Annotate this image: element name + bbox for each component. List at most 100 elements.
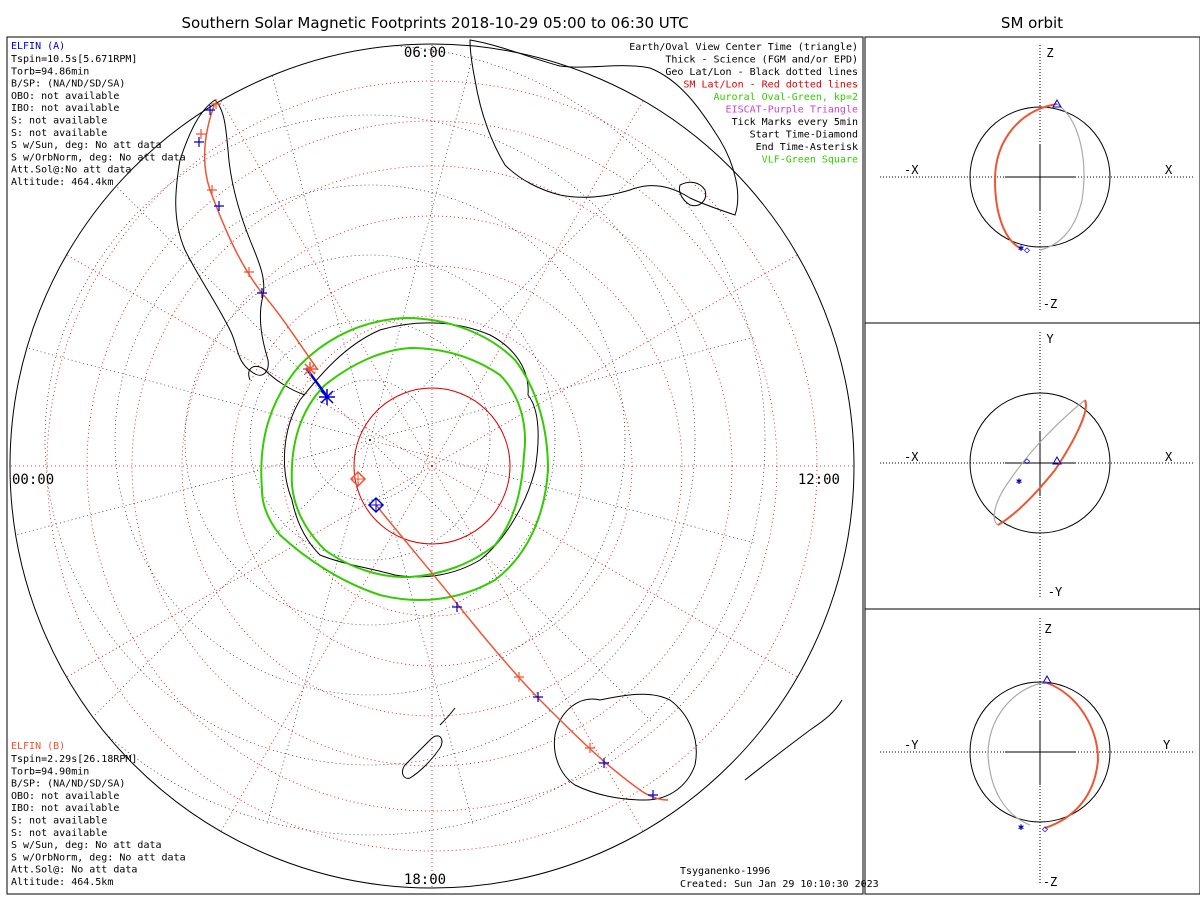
sat-a-line: Altitude: 464.4km xyxy=(11,177,113,188)
tick-a-7 xyxy=(599,758,609,768)
track-elfin-a-science xyxy=(304,367,328,396)
sm-pole-circle xyxy=(353,387,511,545)
sat-a-lines: Tspin=10.5s[5.671RPM]Torb=94.86min B/SP: … xyxy=(11,54,186,188)
sm-meridian xyxy=(220,100,433,467)
sm-meridian xyxy=(431,465,798,678)
start-marker-b xyxy=(349,470,367,488)
geo-latitude-circle xyxy=(249,319,491,561)
legend: Earth/Oval View Center Time (triangle) Th… xyxy=(629,42,858,166)
geo-latitude-circle xyxy=(309,379,431,501)
sat-b-line: B/SP: (NA/ND/SD/SA) xyxy=(11,779,125,790)
panel1-orbit-front xyxy=(993,103,1058,249)
end-marker-a xyxy=(319,389,335,405)
panel2-orbit-back xyxy=(993,399,1086,526)
legend-item: Geo Lat/Lon - Black dotted lines xyxy=(665,67,858,78)
orbit-panel-xz: ✱ ◇ Z -Z -X X xyxy=(880,45,1195,311)
panel1-start-diamond: ◇ xyxy=(1024,245,1030,256)
sat-b-line: Altitude: 464.5km xyxy=(11,877,113,888)
sat-b-line: OBO: not available xyxy=(11,791,119,802)
sat-a-line: Torb=94.86min xyxy=(11,66,89,77)
geo-meridian xyxy=(10,439,371,544)
panel2-end-asterisk: ✱ xyxy=(1016,476,1022,487)
sat-b-lines: Tspin=2.29s[26.18RPM]Torb=94.90min B/SP: … xyxy=(11,754,186,888)
tick-a-2 xyxy=(194,137,204,147)
sm-meridian xyxy=(66,465,433,678)
sat-a-line: S w/OrbNorm, deg: No att data xyxy=(11,152,186,163)
legend-item: EISCAT-Purple Triangle xyxy=(726,105,858,116)
africa-coast xyxy=(469,39,739,216)
sat-a-line: B/SP: (NA/ND/SD/SA) xyxy=(11,79,125,90)
ticks-a xyxy=(194,105,658,800)
sat-a-line: S: not available xyxy=(11,116,107,127)
sat-b-name: ELFIN (B) xyxy=(11,741,65,752)
coastlines xyxy=(175,39,843,801)
tick-b-5 xyxy=(514,672,524,682)
sat-a-line: IBO: not available xyxy=(11,103,119,114)
created-label: Created: Sun Jan 29 10:10:30 2023 xyxy=(680,879,879,890)
legend-item: End Time-Asterisk xyxy=(756,142,858,153)
panel3-earth xyxy=(969,681,1111,823)
geo-meridian xyxy=(10,336,371,441)
hour-label-top: 06:00 xyxy=(404,45,446,61)
panel3-orbit-front xyxy=(1044,681,1100,829)
sm-latitude-circle xyxy=(281,315,583,617)
start-marker-a xyxy=(367,496,385,514)
legend-item: Tick Marks every 5min xyxy=(732,117,858,128)
panel2-top-label: Y xyxy=(1046,332,1054,346)
panel3-bottom-label: -Z xyxy=(1043,875,1057,889)
sm-meridian xyxy=(220,465,433,832)
sm-meridian xyxy=(66,254,433,467)
geo-meridian xyxy=(369,53,474,441)
track-elfin-b-south xyxy=(375,504,669,801)
map-horizon xyxy=(9,43,855,889)
sat-a-line: OBO: not available xyxy=(11,91,119,102)
new-zealand-coast xyxy=(402,735,443,779)
panel1-left-label: -X xyxy=(904,163,919,177)
tick-a-4 xyxy=(257,288,267,298)
antarctic-peninsula xyxy=(248,365,306,396)
panel1-view-triangle xyxy=(1052,98,1062,108)
new-zealand-south xyxy=(439,707,456,726)
orbit-title: SM orbit xyxy=(1001,14,1063,32)
orbit-frame xyxy=(864,36,1200,895)
track-elfin-b xyxy=(203,102,319,371)
sat-b-line: S: not available xyxy=(11,828,107,839)
geo-meridian xyxy=(266,439,371,827)
panel3-top-label: Z xyxy=(1044,622,1051,636)
orbit-panel-yz: ✱ ◇ Z -Z -Y Y xyxy=(880,618,1195,889)
madagascar-coast xyxy=(679,181,707,207)
sat-b-line: IBO: not available xyxy=(11,803,119,814)
panel2-right-label: X xyxy=(1165,450,1173,464)
australia-coast xyxy=(553,693,697,801)
ticks-b xyxy=(196,99,595,753)
panel1-orbit-back xyxy=(1039,103,1085,251)
south-america-coast xyxy=(175,99,269,376)
sat-a-line: S w/Sun, deg: No att data xyxy=(11,140,162,151)
end-marker-b xyxy=(303,362,317,376)
panel1-right-label: X xyxy=(1165,163,1173,177)
sat-a-info: ELFIN (A) Tspin=10.5s[5.671RPM]Torb=94.8… xyxy=(11,41,186,188)
tick-a-8 xyxy=(648,790,658,800)
sat-b-line: Att.Sol@: No att data xyxy=(11,865,137,876)
orbit-panels: ✱ ◇ Z -Z -X X ✱ ◇ Y -Y -X X xyxy=(864,36,1200,895)
sat-b-line: Torb=94.90min xyxy=(11,766,89,777)
panel1-top-label: Z xyxy=(1046,46,1053,60)
sat-a-line: S: not available xyxy=(11,128,107,139)
antarctica-coast xyxy=(284,322,539,578)
sat-b-info: ELFIN (B) Tspin=2.29s[26.18RPM]Torb=94.9… xyxy=(11,741,186,888)
panel1-end-asterisk: ✱ xyxy=(1018,243,1024,254)
panel2-left-label: -X xyxy=(904,450,919,464)
auroral-oval-inner xyxy=(290,346,526,579)
legend-item: VLF-Green Square xyxy=(762,155,858,166)
geo-meridian xyxy=(369,439,474,827)
panel3-end-asterisk: ✱ xyxy=(1018,822,1024,833)
sm-meridian xyxy=(431,254,798,467)
polar-map: 06:00 00:00 12:00 18:00 xyxy=(9,39,855,889)
panel2-view-triangle xyxy=(1052,455,1062,465)
panel2-bottom-label: -Y xyxy=(1048,585,1063,599)
tick-b-4 xyxy=(244,267,254,277)
tick-a-6 xyxy=(533,692,543,702)
sm-latitude-circle xyxy=(181,215,683,717)
legend-item: SM Lat/Lon - Red dotted lines xyxy=(683,80,858,91)
